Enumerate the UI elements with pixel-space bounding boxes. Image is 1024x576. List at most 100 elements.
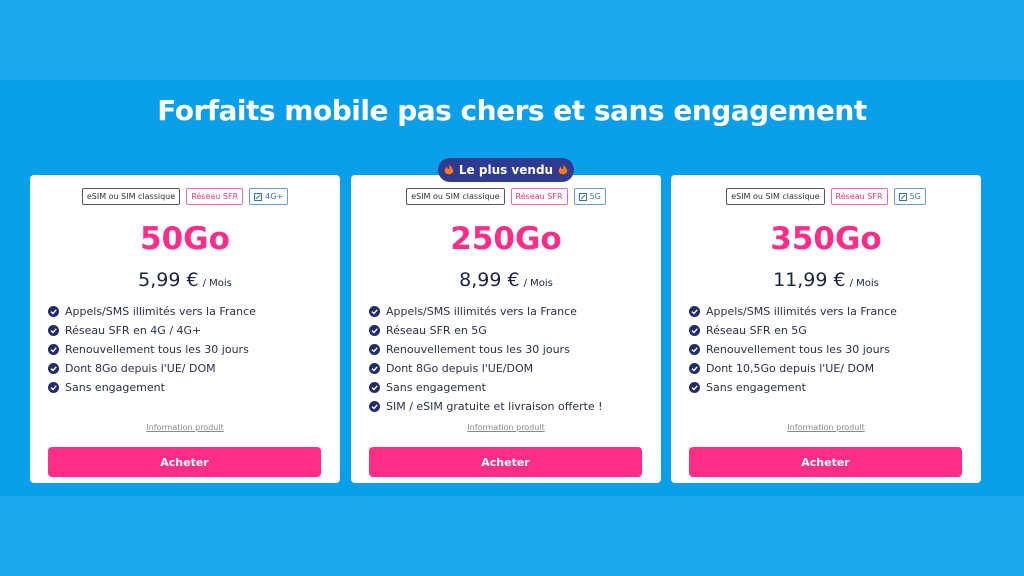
check-icon — [689, 325, 700, 336]
check-icon — [369, 401, 380, 412]
buy-button[interactable]: Acheter — [689, 447, 962, 477]
feature: Dont 8Go depuis l'UE/ DOM — [48, 359, 256, 378]
tag-label: Réseau SFR — [191, 192, 239, 201]
price-period: / Mois — [849, 278, 879, 289]
plan-card: eSIM ou SIM classique Réseau SFR 5G 350Go 11… — [671, 175, 981, 483]
feature-list: Appels/SMS illimités vers la France Résea… — [369, 302, 603, 416]
tags: eSIM ou SIM classique Réseau SFR 5G — [351, 188, 661, 205]
feature: Appels/SMS illimités vers la France — [369, 302, 603, 321]
feature: Renouvellement tous les 30 jours — [369, 340, 603, 359]
feature-text: Dont 10,5Go depuis l'UE/ DOM — [706, 362, 875, 375]
feature: Sans engagement — [48, 378, 256, 397]
tag: eSIM ou SIM classique — [81, 188, 181, 205]
check-icon — [48, 382, 59, 393]
feature: Dont 8Go depuis l'UE/DOM — [369, 359, 603, 378]
check-icon — [689, 306, 700, 317]
feature-text: Réseau SFR en 5G — [706, 324, 807, 337]
check-icon — [689, 382, 700, 393]
feature-text: Réseau SFR en 5G — [386, 324, 487, 337]
check-icon — [369, 382, 380, 393]
tag-label: eSIM ou SIM classique — [411, 192, 500, 201]
plan-card: eSIM ou SIM classique Réseau SFR 5G 250Go 8,… — [351, 175, 661, 483]
tags: eSIM ou SIM classique Réseau SFR 5G — [671, 188, 981, 205]
check-icon — [48, 363, 59, 374]
feature: SIM / eSIM gratuite et livraison offerte… — [369, 397, 603, 416]
price-amount: 5,99 € — [138, 269, 199, 291]
check-icon — [48, 325, 59, 336]
buy-button[interactable]: Acheter — [48, 447, 321, 477]
badge: Le plus vendu — [438, 158, 574, 182]
feature-text: Appels/SMS illimités vers la France — [386, 305, 577, 318]
price-period: / Mois — [202, 278, 232, 289]
tag-label: Réseau SFR — [515, 192, 563, 201]
feature: Réseau SFR en 5G — [689, 321, 897, 340]
check-icon — [369, 325, 380, 336]
feature-text: Sans engagement — [65, 381, 165, 394]
plan-data: 350Go — [770, 221, 882, 257]
feature-text: SIM / eSIM gratuite et livraison offerte… — [386, 400, 603, 413]
tag-label: eSIM ou SIM classique — [731, 192, 820, 201]
check-icon — [689, 363, 700, 374]
tag: eSIM ou SIM classique — [406, 188, 505, 205]
info-link[interactable]: Information produit — [146, 423, 224, 432]
price-amount: 11,99 € — [773, 269, 846, 291]
tags: eSIM ou SIM classique Réseau SFR 4G+ — [30, 188, 340, 205]
tag-label: 5G — [589, 192, 601, 201]
feature-text: Appels/SMS illimités vers la France — [706, 305, 897, 318]
check-icon — [48, 344, 59, 355]
price: 5,99 € / Mois — [30, 269, 340, 291]
tag: Réseau SFR — [830, 188, 888, 205]
tag-label: 5G — [909, 192, 921, 201]
check-icon — [369, 306, 380, 317]
feature: Sans engagement — [369, 378, 603, 397]
plan-card: eSIM ou SIM classique Réseau SFR 4G+ 50Go 5,… — [30, 175, 340, 483]
feature-text: Sans engagement — [386, 381, 486, 394]
buy-button[interactable]: Acheter — [369, 447, 642, 477]
tag-label: 4G+ — [265, 192, 284, 201]
feature-list: Appels/SMS illimités vers la France Résea… — [689, 302, 897, 397]
feature-list: Appels/SMS illimités vers la France Résea… — [48, 302, 256, 397]
feature: Renouvellement tous les 30 jours — [48, 340, 256, 359]
feature-text: Renouvellement tous les 30 jours — [706, 343, 890, 356]
network-icon — [254, 192, 263, 201]
badge-label: Le plus vendu — [458, 163, 554, 177]
flame-icon — [558, 164, 568, 175]
tag: Réseau SFR — [186, 188, 244, 205]
check-icon — [48, 306, 59, 317]
info-link[interactable]: Information produit — [467, 423, 545, 432]
tag: Réseau SFR — [510, 188, 568, 205]
info-link[interactable]: Information produit — [787, 423, 865, 432]
tag-label: eSIM ou SIM classique — [86, 192, 176, 201]
feature: Appels/SMS illimités vers la France — [48, 302, 256, 321]
feature-text: Renouvellement tous les 30 jours — [386, 343, 570, 356]
feature: Sans engagement — [689, 378, 897, 397]
tag: 5G — [893, 188, 926, 205]
tag: 4G+ — [249, 188, 289, 205]
feature: Renouvellement tous les 30 jours — [689, 340, 897, 359]
tag: eSIM ou SIM classique — [726, 188, 825, 205]
check-icon — [369, 363, 380, 374]
network-icon — [578, 192, 587, 201]
tag-label: Réseau SFR — [835, 192, 883, 201]
plan-data: 250Go — [450, 221, 562, 257]
tag: 5G — [573, 188, 606, 205]
feature-text: Sans engagement — [706, 381, 806, 394]
feature-text: Dont 8Go depuis l'UE/ DOM — [65, 362, 216, 375]
feature-text: Appels/SMS illimités vers la France — [65, 305, 256, 318]
price: 11,99 € / Mois — [671, 269, 981, 291]
feature-text: Dont 8Go depuis l'UE/DOM — [386, 362, 534, 375]
feature-text: Réseau SFR en 4G / 4G+ — [65, 324, 202, 337]
price-period: / Mois — [523, 278, 553, 289]
feature: Réseau SFR en 5G — [369, 321, 603, 340]
feature: Réseau SFR en 4G / 4G+ — [48, 321, 256, 340]
feature: Appels/SMS illimités vers la France — [689, 302, 897, 321]
network-icon — [898, 192, 907, 201]
page-title: Forfaits mobile pas chers et sans engage… — [157, 94, 867, 127]
check-icon — [369, 344, 380, 355]
plan-data: 50Go — [140, 221, 230, 257]
price-amount: 8,99 € — [459, 269, 520, 291]
price: 8,99 € / Mois — [351, 269, 661, 291]
feature-text: Renouvellement tous les 30 jours — [65, 343, 249, 356]
check-icon — [689, 344, 700, 355]
